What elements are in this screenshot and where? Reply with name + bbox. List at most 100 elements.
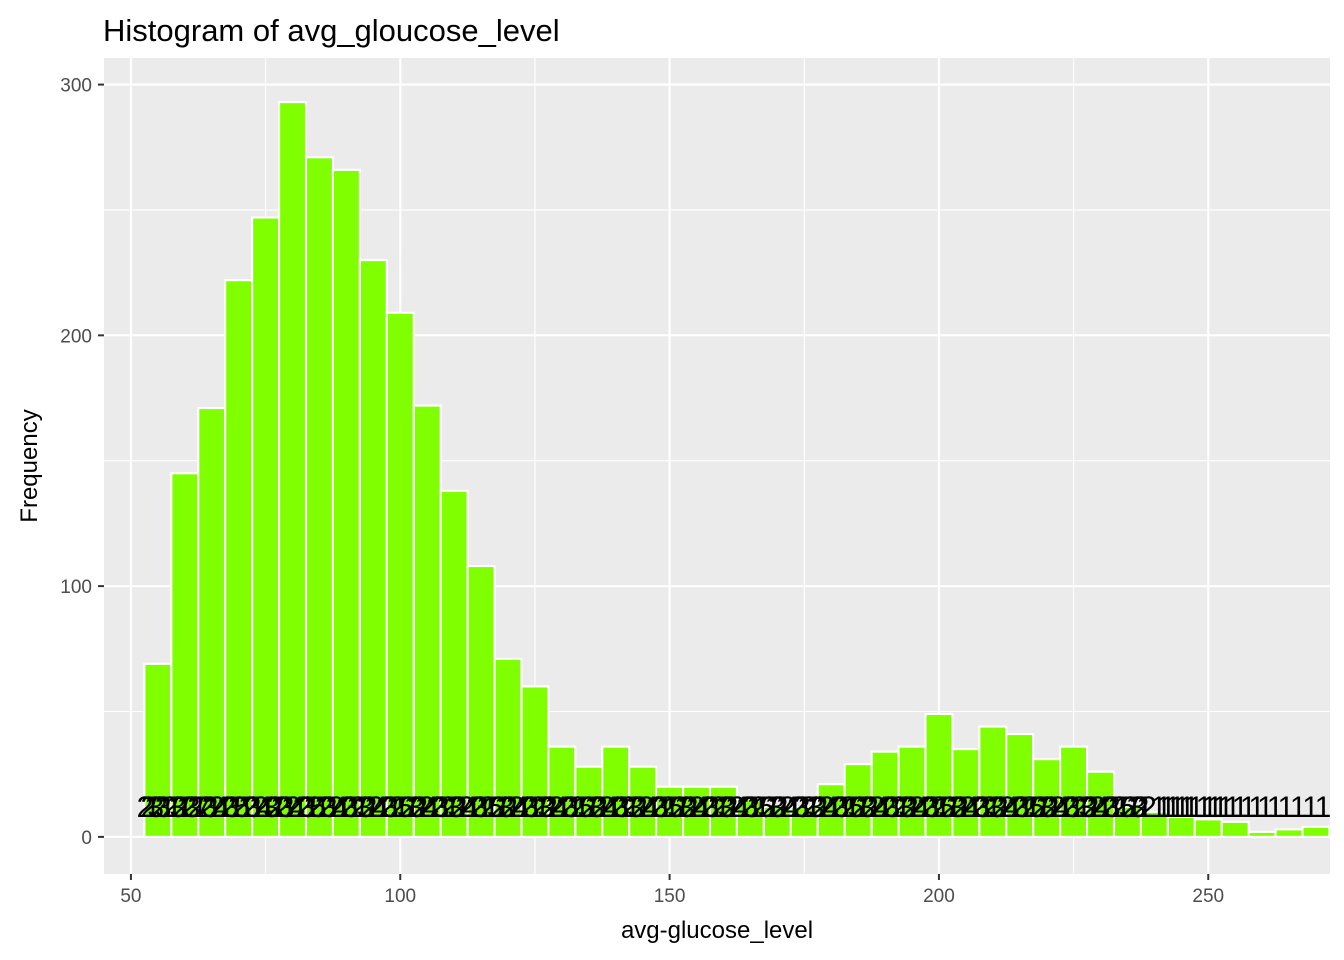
count-label: 3 (147, 791, 164, 824)
count-label: 1 (1075, 791, 1092, 824)
count-label: 1 (894, 791, 911, 824)
count-label: 1 (934, 791, 951, 824)
count-label: 4 (288, 791, 305, 824)
count-label: 1 (797, 791, 814, 824)
count-label: 3 (884, 791, 901, 824)
count-label: 5 (848, 791, 865, 824)
count-label: 1 (534, 791, 551, 824)
count-label: 2 (941, 791, 958, 824)
count-label: 2 (739, 791, 756, 824)
histogram-bars (143, 101, 1331, 838)
count-label: 2 (220, 791, 237, 824)
count-label: 2 (361, 791, 378, 824)
count-label: 2 (137, 791, 154, 824)
count-label: 1 (325, 791, 342, 824)
count-label: 1 (1188, 791, 1205, 824)
count-label: 3 (169, 791, 186, 824)
count-label: 2 (862, 791, 879, 824)
count-label: 2 (580, 791, 597, 824)
count-label: 5 (1119, 791, 1136, 824)
count-label: 3 (183, 791, 200, 824)
count-label: 1 (1290, 791, 1307, 824)
count-label: 3 (223, 791, 240, 824)
histogram-bar (897, 745, 927, 838)
count-label: 1 (1217, 791, 1234, 824)
count-label: 3 (613, 791, 630, 824)
count-label: 2 (140, 791, 157, 824)
count-label: 1 (1302, 791, 1319, 824)
count-label: 1 (1115, 791, 1132, 824)
count-label: 3 (808, 791, 825, 824)
count-label: 2 (501, 791, 518, 824)
histogram-bar (1220, 820, 1250, 838)
count-label: 1 (238, 791, 255, 824)
count-label: 4 (371, 791, 388, 824)
count-label: 1 (1174, 791, 1191, 824)
count-label: 4 (213, 791, 230, 824)
count-label: 1 (1096, 791, 1113, 824)
count-label: 2 (1032, 791, 1049, 824)
count-label: 1 (916, 791, 933, 824)
count-label: 4 (692, 791, 709, 824)
y-axis: 0 100 200 300 (60, 76, 104, 849)
count-label: 2 (610, 791, 627, 824)
count-label: 4 (822, 791, 839, 824)
count-label: 2 (451, 791, 468, 824)
count-label: 1 (393, 791, 410, 824)
histogram-bar (439, 489, 469, 838)
count-label: 3 (743, 791, 760, 824)
count-label: 1 (1196, 791, 1213, 824)
count-label: 1 (346, 791, 363, 824)
count-label: 2 (819, 791, 836, 824)
count-label: 2 (209, 791, 226, 824)
count-label: 1 (1046, 791, 1063, 824)
count-label: 1 (555, 791, 572, 824)
count-label: 2 (469, 791, 486, 824)
count-label: 3 (497, 791, 514, 824)
count-label: 3 (974, 791, 991, 824)
count-label: 1 (826, 791, 843, 824)
count-label: 3 (768, 791, 785, 824)
count-label: 1 (977, 791, 994, 824)
histogram-bar (1112, 805, 1142, 838)
count-label: 1 (1206, 791, 1223, 824)
count-label: 1 (725, 791, 742, 824)
count-label: 1 (595, 791, 612, 824)
count-label: 1 (617, 791, 634, 824)
histogram-bar (762, 805, 792, 838)
histogram-bar (466, 565, 496, 838)
count-label: 1 (1136, 791, 1153, 824)
histogram-bar (170, 472, 200, 838)
count-label: 1 (1068, 791, 1085, 824)
count-label: 2 (411, 791, 428, 824)
count-label: 1 (696, 791, 713, 824)
count-label: 1 (996, 791, 1013, 824)
count-label: 1 (227, 791, 244, 824)
count-label: 1 (1160, 791, 1177, 824)
count-label: 2 (151, 791, 168, 824)
count-label: 2 (992, 791, 1009, 824)
count-label: 1 (635, 791, 652, 824)
count-label: 1 (166, 791, 183, 824)
chart-title: Histogram of avg_gloucose_level (103, 13, 560, 48)
count-label: 2 (368, 791, 385, 824)
count-label: 2 (801, 791, 818, 824)
y-axis-title: Frequency (16, 409, 43, 522)
count-label: 1 (259, 791, 276, 824)
count-label: 2 (722, 791, 739, 824)
count-label: 1 (314, 791, 331, 824)
count-label: 2 (285, 791, 302, 824)
count-label: 4 (873, 791, 890, 824)
count-label: 1 (685, 791, 702, 824)
count-label: 1 (866, 791, 883, 824)
count-label: 2 (440, 791, 457, 824)
count-label: 1 (1164, 791, 1181, 824)
count-label: 2 (173, 791, 190, 824)
count-label: 1 (176, 791, 193, 824)
count-label: 1 (270, 791, 287, 824)
count-label: 3 (1079, 791, 1096, 824)
count-label: 3 (1104, 791, 1121, 824)
count-label: 3 (342, 791, 359, 824)
histogram-bar (1301, 825, 1331, 838)
count-label: 3 (1064, 791, 1081, 824)
